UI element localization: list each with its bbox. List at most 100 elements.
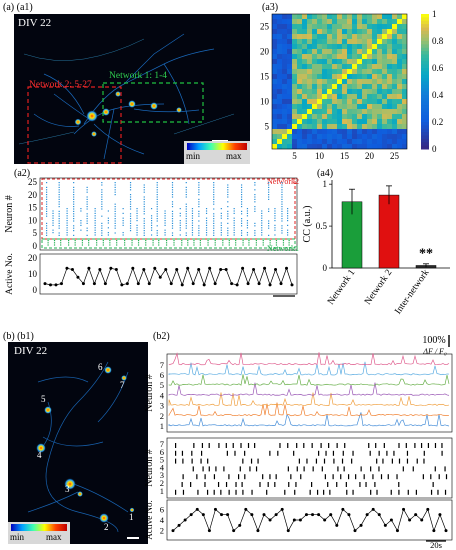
spike bbox=[46, 223, 47, 224]
spike bbox=[241, 192, 242, 193]
spike bbox=[192, 230, 193, 231]
heatmap-cell bbox=[342, 134, 347, 139]
spike bbox=[59, 211, 60, 212]
spike bbox=[281, 211, 282, 212]
heatmap-cell bbox=[357, 139, 362, 144]
heatmap-cell bbox=[297, 24, 302, 29]
spike bbox=[181, 242, 182, 243]
traces-b2: 100%ΔF / F₀Neuron #1234567Neuron #765432… bbox=[145, 334, 456, 548]
active-point bbox=[263, 267, 266, 270]
spike bbox=[73, 201, 74, 202]
heatmap-cell bbox=[322, 114, 327, 119]
heatmap-cell bbox=[332, 19, 337, 24]
spike bbox=[235, 242, 236, 243]
heatmap-cell bbox=[372, 54, 377, 59]
heatmap-cell bbox=[297, 119, 302, 124]
spike bbox=[101, 206, 102, 207]
heatmap-cell bbox=[387, 109, 392, 114]
heatmap-cell bbox=[282, 104, 287, 109]
heatmap-cell bbox=[272, 69, 277, 74]
trace-ytick: 7 bbox=[160, 360, 164, 370]
spike bbox=[172, 189, 173, 190]
heatmap-cell bbox=[287, 34, 292, 39]
heatmap-cell bbox=[397, 144, 402, 149]
spike bbox=[164, 230, 165, 231]
raster-tick bbox=[323, 490, 324, 495]
spike bbox=[198, 182, 199, 183]
heatmap-cell bbox=[402, 34, 407, 39]
spike bbox=[68, 244, 69, 245]
raster-tick bbox=[337, 466, 338, 471]
spike bbox=[59, 194, 60, 195]
heatmap-cell bbox=[327, 79, 332, 84]
spike bbox=[152, 244, 153, 245]
raster-tick bbox=[398, 443, 399, 448]
heatmap-colorbar-seg bbox=[421, 75, 429, 79]
heatmap-cell bbox=[357, 84, 362, 89]
spike bbox=[281, 206, 282, 207]
spike bbox=[172, 235, 173, 236]
heatmap-cell bbox=[367, 134, 372, 139]
active-point-b2 bbox=[335, 524, 338, 527]
heatmap-cell bbox=[277, 124, 282, 129]
raster-tick bbox=[269, 451, 270, 456]
heatmap-cell bbox=[377, 134, 382, 139]
raster-tick bbox=[322, 466, 323, 471]
heatmap-cell bbox=[372, 49, 377, 54]
spike bbox=[138, 242, 139, 243]
spike bbox=[82, 244, 83, 245]
heatmap-cell bbox=[332, 74, 337, 79]
spike bbox=[193, 240, 194, 241]
spike bbox=[254, 223, 255, 224]
raster-tick bbox=[325, 474, 326, 479]
raster-tick bbox=[406, 443, 407, 448]
heatmap-cell bbox=[302, 54, 307, 59]
heatmap-cell bbox=[352, 34, 357, 39]
spike bbox=[274, 210, 275, 211]
heatmap-cell bbox=[362, 84, 367, 89]
heatmap-colorbar-seg bbox=[421, 82, 429, 86]
heatmap-cell bbox=[392, 129, 397, 134]
spike bbox=[186, 206, 187, 207]
spike bbox=[268, 184, 269, 185]
active-line-b2 bbox=[173, 509, 446, 530]
spike bbox=[59, 220, 60, 221]
raster-tick bbox=[268, 482, 269, 487]
heatmap-cell bbox=[337, 134, 342, 139]
heatmap-cell bbox=[292, 144, 297, 149]
spike bbox=[227, 201, 228, 202]
heatmap-cell bbox=[312, 49, 317, 54]
spike bbox=[254, 208, 255, 209]
raster-tick bbox=[370, 466, 371, 471]
heatmap-cell bbox=[357, 29, 362, 34]
active-point bbox=[93, 282, 96, 285]
heatmap-cell bbox=[277, 54, 282, 59]
heatmap-cell bbox=[387, 19, 392, 24]
raster-tick bbox=[433, 482, 434, 487]
spike bbox=[52, 222, 53, 223]
spike bbox=[157, 199, 158, 200]
heatmap-cell bbox=[387, 34, 392, 39]
heatmap-cell bbox=[287, 134, 292, 139]
heatmap-cell bbox=[317, 109, 322, 114]
heatmap-cell bbox=[362, 59, 367, 64]
spike bbox=[46, 225, 47, 226]
raster-tick bbox=[288, 482, 289, 487]
heatmap-cell bbox=[397, 114, 402, 119]
heatmap-cell bbox=[372, 94, 377, 99]
raster-tick bbox=[251, 459, 252, 464]
raster-tick bbox=[218, 443, 219, 448]
spike bbox=[227, 206, 228, 207]
spike bbox=[144, 199, 145, 200]
heatmap-xtick: 20 bbox=[365, 151, 375, 161]
active-point-b2 bbox=[396, 529, 399, 532]
heatmap-cell bbox=[307, 59, 312, 64]
heatmap-cell bbox=[357, 64, 362, 69]
heatmap-cell bbox=[382, 24, 387, 29]
spike bbox=[52, 220, 53, 221]
heatmap-cell bbox=[292, 59, 297, 64]
spike bbox=[123, 208, 124, 209]
spike bbox=[281, 192, 282, 193]
heatmap-cell bbox=[282, 39, 287, 44]
